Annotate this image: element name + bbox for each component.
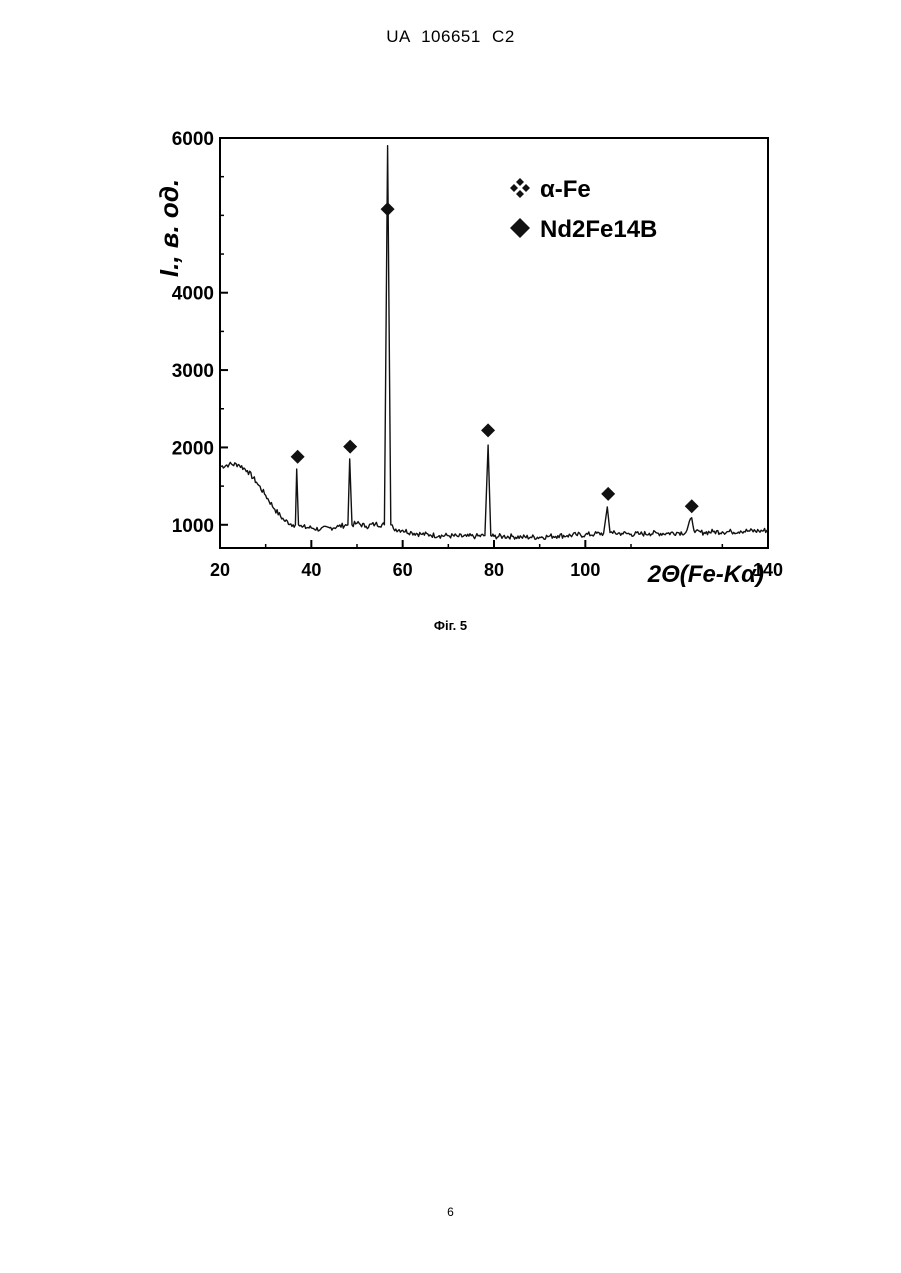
legend: α-Fe Nd2Fe14B — [510, 176, 657, 243]
page-number: 6 — [0, 1205, 901, 1219]
peak-marker-diamond — [601, 487, 615, 501]
peak-marker-diamond — [291, 450, 305, 464]
legend-label: Nd2Fe14B — [540, 216, 657, 243]
figure-caption: Фіг. 5 — [0, 618, 901, 633]
y-tick-label: 4000 — [172, 284, 214, 305]
legend-symbol-alpha-fe — [510, 184, 518, 192]
legend-symbol-alpha-fe — [516, 178, 524, 186]
peak-markers — [291, 202, 699, 513]
y-tick-label: 6000 — [172, 129, 214, 150]
y-tick-label: 1000 — [172, 516, 214, 537]
x-tick-label: 100 — [570, 560, 600, 580]
x-tick-label: 80 — [484, 560, 504, 580]
x-tick-label: 40 — [301, 560, 321, 580]
y-axis-title: I., в. од. — [154, 179, 184, 277]
y-tick-label: 2000 — [172, 438, 214, 459]
legend-symbol-alpha-fe — [516, 190, 524, 198]
plot-frame — [220, 138, 768, 548]
xrd-chart: 2040608010014010002000300040006000 α-FeN… — [140, 120, 800, 620]
x-tick-label: 20 — [210, 560, 230, 580]
legend-symbol-alpha-fe — [522, 184, 530, 192]
x-axis-title: 2Θ(Fe-Kα) — [647, 561, 764, 588]
peak-marker-diamond — [381, 202, 395, 216]
peak-marker-diamond — [685, 499, 699, 513]
xrd-figure: 2040608010014010002000300040006000 α-FeN… — [140, 120, 800, 620]
patent-header: UA 106651 C2 — [0, 27, 901, 47]
xrd-series-line — [220, 146, 768, 540]
peak-marker-diamond — [481, 423, 495, 437]
x-tick-label: 60 — [393, 560, 413, 580]
plot-border — [220, 138, 768, 548]
legend-label: α-Fe — [540, 176, 591, 203]
peak-marker-diamond — [343, 440, 357, 454]
series-layer — [220, 146, 768, 540]
axis-titles: 2Θ(Fe-Kα) I., в. од. — [154, 179, 764, 588]
legend-symbol-nd2fe14b — [510, 218, 530, 238]
y-tick-label: 3000 — [172, 361, 214, 382]
